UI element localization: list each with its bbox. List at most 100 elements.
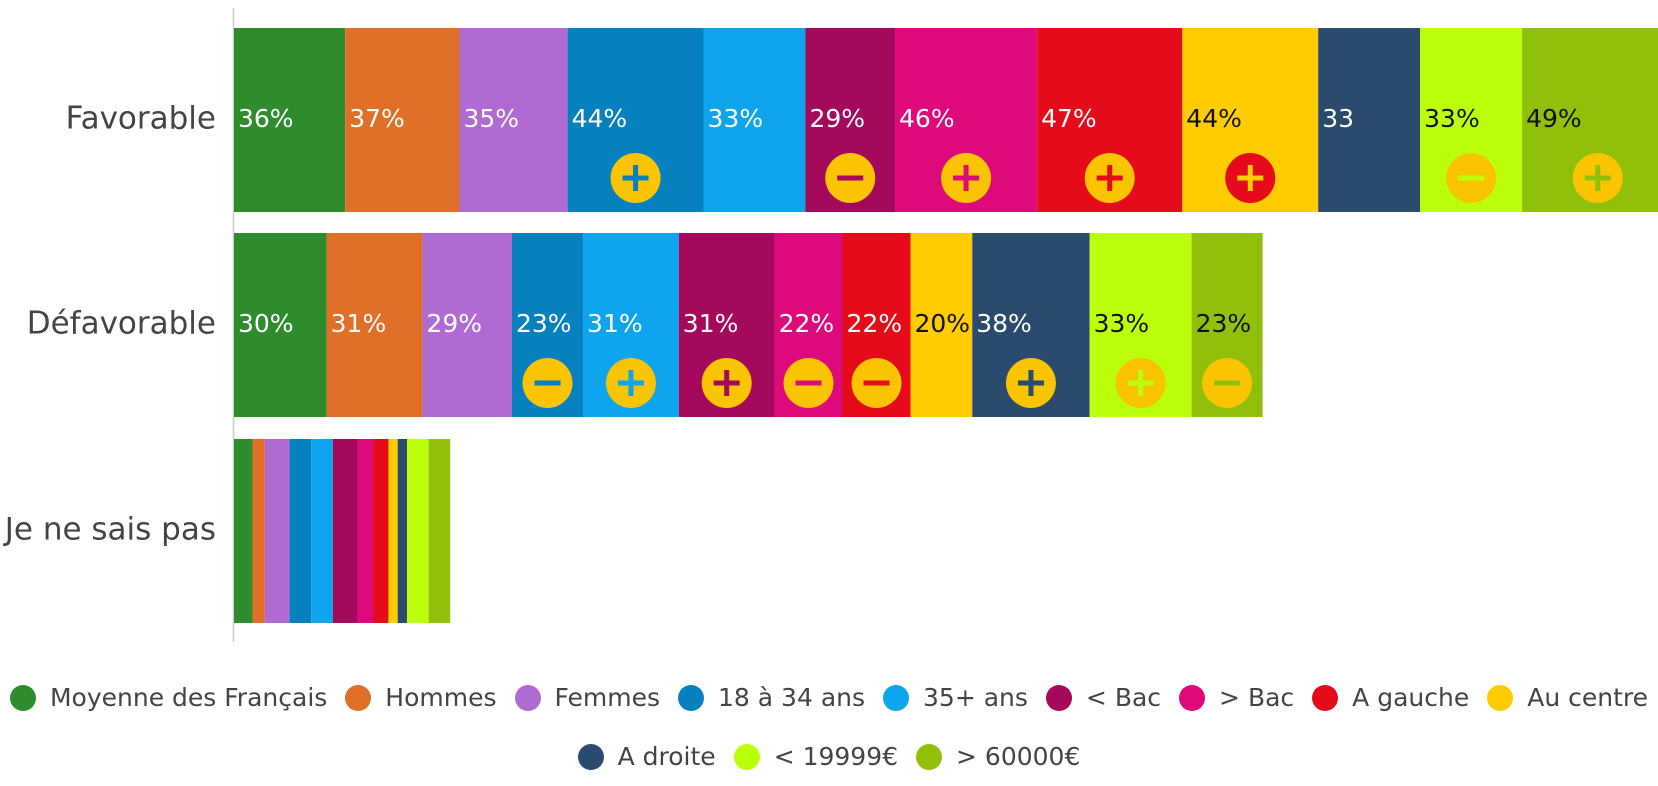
icon-bar [963, 165, 969, 191]
legend-label: A droite [617, 742, 716, 771]
legend-label: 35+ ans [923, 683, 1028, 712]
bar-segment [1318, 28, 1421, 212]
value-label: 44% [572, 104, 628, 133]
significance-icon [1202, 358, 1253, 408]
value-label: 30% [238, 309, 294, 338]
legend-swatch [577, 743, 604, 770]
bar-segment [357, 439, 374, 623]
value-label: 44% [1186, 104, 1242, 133]
value-label: 31% [683, 309, 739, 338]
legend-swatch [678, 684, 705, 711]
value-label: 20% [914, 309, 970, 338]
significance-icon [1005, 358, 1056, 408]
value-label: 23% [516, 309, 572, 338]
value-label: 33% [708, 104, 764, 133]
legend-item[interactable]: A droite [577, 742, 716, 771]
legend-swatch [1045, 684, 1072, 711]
legend-swatch [916, 743, 943, 770]
icon-bar [1214, 380, 1241, 386]
legend: Moyenne des Français Hommes Femmes 18 à 34 … [0, 668, 1658, 786]
legend-item[interactable]: < 19999€ [733, 742, 899, 771]
legend-item[interactable]: 35+ ans [883, 683, 1028, 712]
significance-icon [701, 358, 752, 408]
bar-segment [422, 233, 513, 417]
value-label: 36% [238, 104, 294, 133]
legend-item[interactable]: 18 à 34 ans [678, 683, 865, 712]
value-label: 22% [779, 309, 835, 338]
legend-swatch [345, 684, 372, 711]
bar-segment [910, 233, 973, 417]
icon-bar [1138, 370, 1144, 396]
legend-label: < 19999€ [773, 742, 899, 771]
bar-segment [388, 439, 398, 623]
legend-swatch [1179, 684, 1206, 711]
legend-swatch [733, 743, 760, 770]
value-label: 46% [899, 104, 955, 133]
legend-item[interactable]: > Bac [1179, 683, 1294, 712]
legend-row: Moyenne des Français Hommes Femmes 18 à 34 … [0, 668, 1658, 727]
bar-segment [332, 439, 358, 623]
significance-icon [522, 358, 573, 408]
legend-label: Au centre [1527, 683, 1649, 712]
value-label: 23% [1196, 309, 1252, 338]
icon-bar [1107, 165, 1113, 191]
significance-icon [605, 358, 656, 408]
bar-segment [264, 439, 290, 623]
legend-swatch [1487, 684, 1514, 711]
icon-bar [837, 175, 864, 181]
legend-item[interactable]: Moyenne des Français [9, 683, 328, 712]
significance-icon [610, 153, 661, 203]
legend-item[interactable]: Femmes [514, 683, 660, 712]
bar-segment [311, 439, 333, 623]
significance-icon [941, 153, 992, 203]
significance-icon [851, 358, 902, 408]
legend-label: Hommes [385, 683, 497, 712]
significance-icon [1446, 153, 1497, 203]
chart: Favorable 36% 37% 35% 44% 33% 29% 46% 47% 44% 33 33… [3, 8, 1658, 642]
bar-segment [459, 28, 568, 212]
legend-item[interactable]: > 60000€ [916, 742, 1080, 771]
legend-item[interactable]: Au centre [1487, 683, 1648, 712]
value-label: 29% [426, 309, 482, 338]
significance-icon [1115, 358, 1166, 408]
legend-swatch [9, 684, 36, 711]
legend-swatch [1312, 684, 1339, 711]
legend-item[interactable]: Hommes [345, 683, 497, 712]
legend-item[interactable]: < Bac [1045, 683, 1162, 712]
value-label: 33% [1424, 104, 1480, 133]
legend-row: A droite < 19999€ > 60000€ [0, 727, 1658, 786]
value-label: 38% [976, 309, 1032, 338]
icon-bar [1247, 165, 1253, 191]
significance-icon [1572, 153, 1623, 203]
value-label: 31% [331, 309, 387, 338]
icon-bar [724, 370, 730, 396]
value-label: 35% [463, 104, 519, 133]
legend-swatch [514, 684, 541, 711]
legend-item[interactable]: A gauche [1312, 683, 1469, 712]
bar-segment [326, 233, 423, 417]
bar-segment [234, 439, 253, 623]
value-label: 22% [847, 309, 903, 338]
bar-segment [428, 439, 451, 623]
value-label: 33 [1322, 104, 1354, 133]
icon-bar [628, 370, 634, 396]
legend-label: < Bac [1085, 683, 1162, 712]
icon-bar [1458, 175, 1485, 181]
bar-segment [234, 28, 346, 212]
icon-bar [795, 380, 822, 386]
value-label: 31% [587, 309, 643, 338]
icon-bar [1028, 370, 1034, 396]
icon-bar [863, 380, 890, 386]
legend-label: Moyenne des Français [49, 683, 328, 712]
category-label: Je ne sais pas [3, 512, 216, 548]
bar-segment [252, 439, 265, 623]
legend-label: > Bac [1219, 683, 1295, 712]
significance-icon [783, 358, 834, 408]
icon-bar [534, 380, 561, 386]
icon-bar [1595, 165, 1601, 191]
legend-swatch [883, 684, 910, 711]
bar-segment [345, 28, 460, 212]
bar-segment [397, 439, 407, 623]
bar-segment [703, 28, 806, 212]
